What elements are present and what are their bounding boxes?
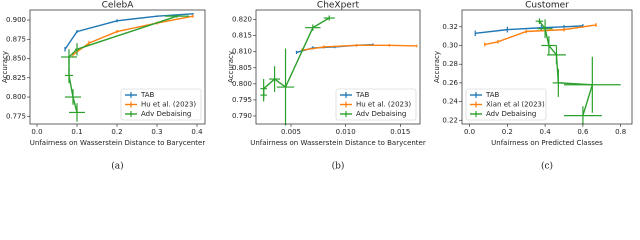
legend-label: Adv Debaising xyxy=(486,110,536,118)
legend-label: Adv Debaising xyxy=(141,110,191,118)
legend-label: Adv Debaising xyxy=(356,110,406,118)
legend-label: TAB xyxy=(140,91,155,99)
x-tick-label: 0.0 xyxy=(31,128,42,136)
y-tick-label: 0.22 xyxy=(442,116,458,124)
x-tick-label: 0.005 xyxy=(281,128,301,136)
y-tick-label: 0.815 xyxy=(232,32,252,40)
series-line xyxy=(68,15,178,113)
caption: (c) xyxy=(541,161,553,172)
x-tick-label: 0.8 xyxy=(615,128,626,136)
y-tick-label: 0.795 xyxy=(232,96,252,104)
x-tick-label: 0.1 xyxy=(71,128,82,136)
legend-box xyxy=(465,88,547,121)
x-tick-label: 0.4 xyxy=(540,128,552,136)
x-axis-label: Unfairness on Wasserstein Distance to Ba… xyxy=(250,139,426,147)
series-line xyxy=(538,20,594,116)
figure: CelebA 0.0 0.1 0.2 0.3 0.4 0.775 0.800 0.825 0.85… xyxy=(1,1,633,172)
y-axis-label: Accuracy xyxy=(433,51,441,83)
y-tick-label: 0.24 xyxy=(442,98,458,106)
legend-label: Hu et al. (2023) xyxy=(356,101,411,109)
series-line xyxy=(72,15,194,56)
series-line xyxy=(262,17,330,96)
x-tick-label: 0.015 xyxy=(390,128,410,136)
x-tick-label: 0.6 xyxy=(577,128,589,136)
x-tick-label: 0.2 xyxy=(111,128,122,136)
y-tick-label: 0.875 xyxy=(6,35,26,43)
y-tick-label: 0.825 xyxy=(6,74,26,82)
series-line xyxy=(301,44,417,51)
y-tick-label: 0.805 xyxy=(232,64,252,72)
x-axis-label: Unfairness on Predicted Classes xyxy=(491,139,603,147)
y-tick-label: 0.775 xyxy=(6,112,26,120)
x-axis-label: Unfairness on Wasserstein Distance to Ba… xyxy=(30,139,206,147)
x-tick-label: 0.0 xyxy=(464,128,475,136)
y-tick-label: 0.32 xyxy=(442,23,458,31)
y-tick-label: 0.810 xyxy=(232,48,252,56)
y-tick-label: 0.850 xyxy=(6,55,26,63)
panel-title: CheXpert xyxy=(317,1,360,11)
y-tick-label: 0.800 xyxy=(6,93,26,101)
panel-title: Customer xyxy=(525,1,569,11)
legend-label: Xian et al (2023) xyxy=(486,101,545,109)
y-tick-label: 0.790 xyxy=(232,112,252,120)
x-tick-label: 0.3 xyxy=(151,128,162,136)
y-axis-label: Accuracy xyxy=(227,51,235,83)
x-tick-label: 0.010 xyxy=(336,128,356,136)
y-tick-label: 0.28 xyxy=(442,60,458,68)
plot-frame xyxy=(29,9,206,125)
y-axis-label: Accuracy xyxy=(1,51,9,83)
legend-box xyxy=(335,88,417,121)
legend-label: TAB xyxy=(355,91,370,99)
plot-frame xyxy=(461,9,633,125)
legend-label: TAB xyxy=(485,91,500,99)
y-tick-label: 0.900 xyxy=(6,16,26,24)
panel: CheXpert 0.005 0.010 0.015 0.790 0.795 0.800 0.… xyxy=(227,1,426,172)
panel-title: CelebA xyxy=(102,1,135,11)
y-tick-label: 0.820 xyxy=(232,16,252,24)
caption: (b) xyxy=(332,161,345,172)
y-tick-label: 0.30 xyxy=(442,42,458,50)
y-tick-label: 0.800 xyxy=(232,80,252,88)
legend-label: Hu et al. (2023) xyxy=(141,101,196,109)
y-tick-label: 0.26 xyxy=(442,79,458,87)
panel: CelebA 0.0 0.1 0.2 0.3 0.4 0.775 0.800 0.825 0.85… xyxy=(1,1,205,172)
caption: (a) xyxy=(111,161,123,172)
x-tick-label: 0.2 xyxy=(502,128,513,136)
plot-frame xyxy=(255,9,421,125)
panel: Customer 0.0 0.2 0.4 0.6 0.8 0.22 0.24 0.26 0.28 0… xyxy=(433,1,633,172)
legend-box xyxy=(120,88,202,121)
x-tick-label: 0.4 xyxy=(191,128,203,136)
